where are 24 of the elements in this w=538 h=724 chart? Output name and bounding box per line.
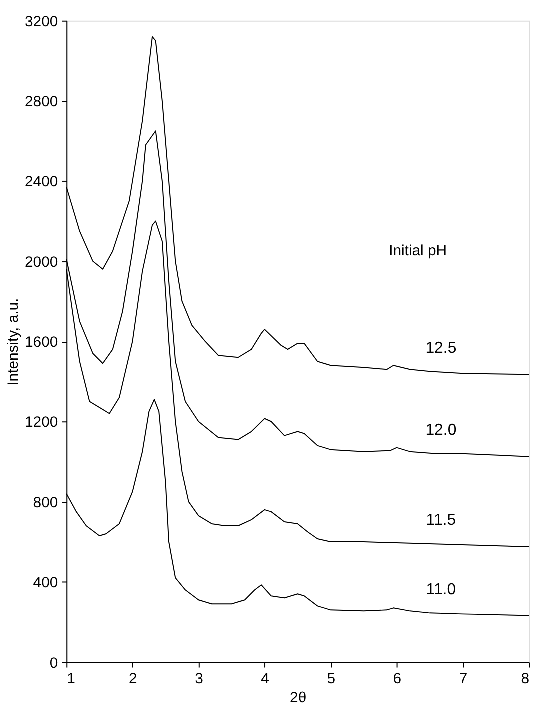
x-tick-label: 2 — [129, 672, 138, 688]
x-tick-label: 7 — [459, 672, 468, 688]
y-tick-label: 2400 — [25, 174, 58, 191]
series-label: 11.0 — [426, 581, 456, 598]
x-tick-label: 6 — [393, 672, 402, 688]
series-label: 12.0 — [426, 422, 457, 439]
y-tick-label: 400 — [33, 576, 58, 592]
y-tick-label: 0 — [50, 656, 58, 672]
x-axis-title: 2θ — [290, 690, 307, 707]
y-tick-label: 1200 — [25, 415, 58, 432]
x-tick-label: 1 — [67, 672, 76, 688]
y-tick-label: 800 — [33, 495, 58, 512]
y-tick-label: 2000 — [25, 254, 58, 271]
y-axis-title: Intensity, a.u. — [6, 298, 22, 386]
x-tick-label: 4 — [261, 672, 270, 688]
series-label: 11.5 — [426, 512, 456, 530]
y-tick-label: 3200 — [25, 14, 58, 30]
legend-title: Initial pH — [389, 243, 448, 260]
y-tick-label: 2800 — [25, 94, 58, 111]
x-tick-label: 5 — [327, 672, 336, 688]
series-label: 12.5 — [426, 340, 457, 357]
x-tick-label: 8 — [521, 672, 530, 688]
y-tick-label: 1600 — [25, 335, 58, 352]
x-tick-label: 3 — [195, 672, 204, 688]
